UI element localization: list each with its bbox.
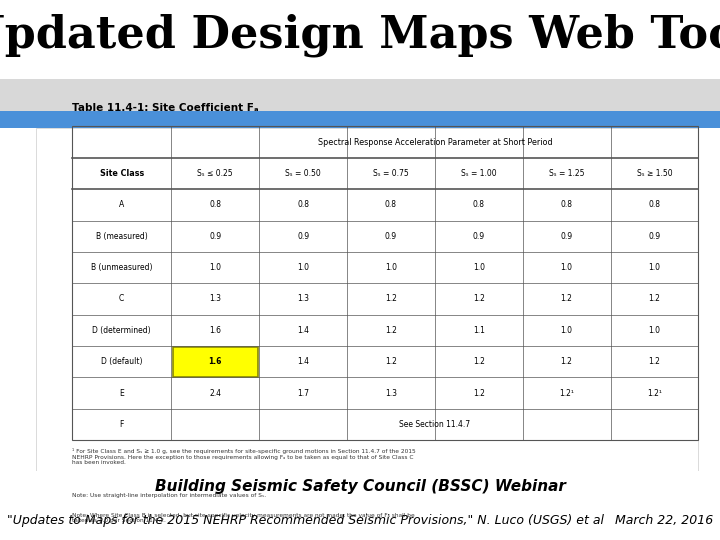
Text: 1.2: 1.2 (385, 357, 397, 366)
Text: 1.0: 1.0 (561, 326, 572, 335)
Text: 1.6: 1.6 (209, 357, 222, 366)
Text: 0.9: 0.9 (473, 232, 485, 241)
Text: 1.2¹: 1.2¹ (647, 388, 662, 397)
Text: 1.0: 1.0 (649, 263, 660, 272)
Text: See Section 11.4.7: See Section 11.4.7 (400, 420, 470, 429)
Text: F: F (120, 420, 124, 429)
Text: 1.2: 1.2 (649, 357, 660, 366)
Text: Sₛ = 0.50: Sₛ = 0.50 (285, 169, 321, 178)
Text: 1.0: 1.0 (385, 263, 397, 272)
Text: 2.4: 2.4 (210, 388, 221, 397)
Text: 0.9: 0.9 (210, 232, 221, 241)
Text: 0.8: 0.8 (210, 200, 221, 210)
Text: 1.3: 1.3 (385, 388, 397, 397)
Text: Updated Design Maps Web Tool: Updated Design Maps Web Tool (0, 14, 720, 57)
Text: Note: Where Site Class B is selected, but site-specific velocity measurements ar: Note: Where Site Class B is selected, bu… (72, 512, 415, 523)
Text: 1.0: 1.0 (297, 263, 309, 272)
Text: 1.2¹: 1.2¹ (559, 388, 574, 397)
Text: "Updates to Maps for the 2015 NEHRP Recommended Seismic Provisions," N. Luco (US: "Updates to Maps for the 2015 NEHRP Reco… (7, 514, 604, 527)
Text: Spectral Response Acceleration Parameter at Short Period: Spectral Response Acceleration Parameter… (318, 138, 552, 146)
Text: 0.8: 0.8 (649, 200, 660, 210)
Text: 0.9: 0.9 (649, 232, 660, 241)
Text: 1.1: 1.1 (473, 326, 485, 335)
Text: 0.8: 0.8 (473, 200, 485, 210)
Text: 1.2: 1.2 (649, 294, 660, 303)
Text: Sₛ = 0.75: Sₛ = 0.75 (373, 169, 409, 178)
Text: Building Seismic Safety Council (BSSC) Webinar: Building Seismic Safety Council (BSSC) W… (155, 479, 565, 494)
Text: 1.0: 1.0 (210, 263, 221, 272)
Text: 1.2: 1.2 (473, 388, 485, 397)
Text: 0.9: 0.9 (297, 232, 309, 241)
Text: March 22, 2016: March 22, 2016 (615, 514, 713, 527)
Text: 0.8: 0.8 (297, 200, 309, 210)
FancyBboxPatch shape (0, 111, 720, 129)
Text: 1.4: 1.4 (297, 357, 309, 366)
Text: 1.0: 1.0 (473, 263, 485, 272)
Text: 1.6: 1.6 (210, 326, 221, 335)
Text: 1.7: 1.7 (297, 388, 309, 397)
Text: 0.9: 0.9 (561, 232, 572, 241)
Text: 1.0: 1.0 (561, 263, 572, 272)
Text: Sₛ ≤ 0.25: Sₛ ≤ 0.25 (197, 169, 233, 178)
FancyBboxPatch shape (36, 129, 698, 471)
Text: 0.8: 0.8 (561, 200, 572, 210)
FancyBboxPatch shape (0, 79, 720, 111)
Text: 1.3: 1.3 (297, 294, 309, 303)
Text: 0.9: 0.9 (385, 232, 397, 241)
Text: B (measured): B (measured) (96, 232, 148, 241)
Text: 1.0: 1.0 (649, 326, 660, 335)
Text: Sₛ ≥ 1.50: Sₛ ≥ 1.50 (636, 169, 672, 178)
Text: D (determined): D (determined) (92, 326, 151, 335)
Text: C: C (119, 294, 125, 303)
Text: 1.4: 1.4 (297, 326, 309, 335)
Text: 1.2: 1.2 (385, 294, 397, 303)
Text: 1.2: 1.2 (561, 294, 572, 303)
Text: 1.2: 1.2 (473, 357, 485, 366)
Text: E: E (120, 388, 124, 397)
Text: D (default): D (default) (101, 357, 143, 366)
Text: 1.2: 1.2 (473, 294, 485, 303)
Text: A: A (119, 200, 125, 210)
Text: Sₛ = 1.00: Sₛ = 1.00 (461, 169, 497, 178)
Text: B (unmeasured): B (unmeasured) (91, 263, 153, 272)
Text: 1.2: 1.2 (561, 357, 572, 366)
Text: ¹ For Site Class E and Sₛ ≥ 1.0 g, see the requirements for site-specific ground: ¹ For Site Class E and Sₛ ≥ 1.0 g, see t… (72, 448, 415, 465)
Text: Sₛ = 1.25: Sₛ = 1.25 (549, 169, 585, 178)
Text: 1.2: 1.2 (385, 326, 397, 335)
Text: Table 11.4-1: Site Coefficient Fₐ: Table 11.4-1: Site Coefficient Fₐ (72, 103, 258, 113)
Text: Note: Use straight-line interpolation for intermediate values of Sₛ.: Note: Use straight-line interpolation fo… (72, 493, 266, 498)
FancyBboxPatch shape (173, 347, 258, 376)
Text: 0.8: 0.8 (385, 200, 397, 210)
Text: 1.3: 1.3 (210, 294, 221, 303)
Text: Site Class: Site Class (99, 169, 144, 178)
